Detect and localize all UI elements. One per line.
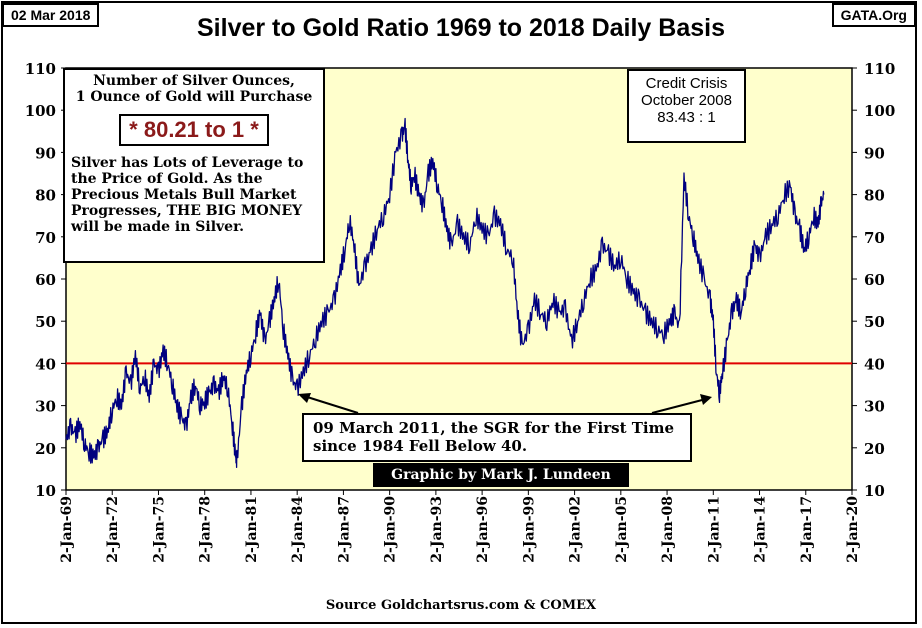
- y-tick-label-right: 110: [864, 60, 895, 78]
- y-tick-label-left: 80: [35, 187, 56, 205]
- crisis-line3: 83.43 : 1: [657, 109, 716, 126]
- x-tick-label: 2-Jan-72: [105, 496, 121, 563]
- y-tick-label-left: 50: [35, 313, 56, 331]
- y-tick-label-left: 20: [35, 440, 56, 458]
- annotation-line2: since 1984 Fell Below 40.: [313, 437, 528, 455]
- x-tick-label: 2-Jan-08: [660, 496, 676, 563]
- chart-title: Silver to Gold Ratio 1969 to 2018 Daily …: [197, 14, 725, 42]
- y-tick-label-right: 60: [864, 271, 885, 289]
- y-tick-label-right: 50: [864, 313, 885, 331]
- y-tick-label-right: 20: [864, 440, 885, 458]
- x-tick-label: 2-Jan-02: [568, 496, 584, 563]
- annotation-arrowhead-right: [700, 394, 712, 405]
- y-tick-label-right: 100: [864, 102, 895, 120]
- info-heading-line2: 1 Ounce of Gold will Purchase: [75, 89, 313, 105]
- y-tick-label-right: 90: [864, 144, 885, 162]
- date-tag: 02 Mar 2018: [2, 3, 100, 27]
- x-tick-label: 2-Jan-75: [151, 496, 167, 563]
- y-tick-label-left: 70: [35, 229, 56, 247]
- x-tick-label: 2-Jan-20: [845, 496, 861, 563]
- info-body-line: the Price of Gold. As the: [71, 171, 263, 187]
- annotation-arrow-right: [651, 398, 707, 414]
- info-heading-line1: Number of Silver Ounces,: [93, 73, 295, 89]
- x-tick-label: 2-Jan-17: [799, 496, 815, 563]
- series-line: [65, 117, 825, 469]
- x-tick-label: 2-Jan-84: [290, 496, 306, 563]
- x-tick-label: 2-Jan-81: [244, 496, 260, 563]
- site-tag: GATA.Org: [831, 3, 916, 27]
- x-tick-label: 2-Jan-78: [198, 496, 214, 563]
- annotation-arrowhead-left: [298, 393, 311, 403]
- y-tick-label-left: 60: [35, 271, 56, 289]
- info-body: Silver has Lots of Leverage to the Price…: [65, 155, 323, 235]
- y-tick-label-left: 10: [35, 482, 56, 500]
- y-tick-label-left: 90: [35, 144, 56, 162]
- y-tick-label-right: 10: [864, 482, 885, 500]
- y-tick-label-left: 40: [35, 355, 56, 373]
- y-tick-label-left: 30: [35, 398, 56, 416]
- annotation-box: 09 March 2011, the SGR for the First Tim…: [302, 413, 692, 462]
- y-tick-label-right: 80: [864, 187, 885, 205]
- source-text: Source Goldchartsrus.com & COMEX: [325, 598, 597, 613]
- ratio-value: * 80.21 to 1 *: [119, 114, 269, 146]
- x-tick-label: 2-Jan-90: [383, 496, 399, 563]
- x-tick-label: 2-Jan-11: [706, 496, 722, 563]
- y-tick-label-right: 70: [864, 229, 885, 247]
- credit-badge: Graphic by Mark J. Lundeen: [373, 463, 629, 487]
- x-tick-label: 2-Jan-93: [429, 496, 445, 563]
- info-body-line: will be made in Silver.: [71, 219, 245, 235]
- crisis-line1: Credit Crisis: [645, 75, 728, 92]
- y-tick-label-right: 40: [864, 355, 885, 373]
- y-tick-label-right: 30: [864, 398, 885, 416]
- x-tick-label: 2-Jan-69: [59, 496, 75, 563]
- annotation-arrow-left: [303, 395, 359, 414]
- x-tick-label: 2-Jan-99: [521, 496, 537, 563]
- x-tick-label: 2-Jan-87: [336, 496, 352, 563]
- x-tick-label: 2-Jan-96: [475, 496, 491, 563]
- info-body-line: Progresses, THE BIG MONEY: [71, 203, 303, 219]
- annotation-line1: 09 March 2011, the SGR for the First Tim…: [313, 419, 675, 437]
- info-body-line: Precious Metals Bull Market: [71, 187, 297, 203]
- x-tick-label: 2-Jan-05: [614, 496, 630, 563]
- info-body-line: Silver has Lots of Leverage to: [71, 155, 304, 171]
- crisis-line2: October 2008: [641, 92, 732, 109]
- y-tick-label-left: 110: [25, 60, 56, 78]
- info-box: Number of Silver Ounces, 1 Ounce of Gold…: [63, 68, 325, 263]
- x-tick-label: 2-Jan-14: [753, 496, 769, 563]
- credit-crisis-box: Credit Crisis October 2008 83.43 : 1: [627, 69, 746, 143]
- y-tick-label-left: 100: [25, 102, 56, 120]
